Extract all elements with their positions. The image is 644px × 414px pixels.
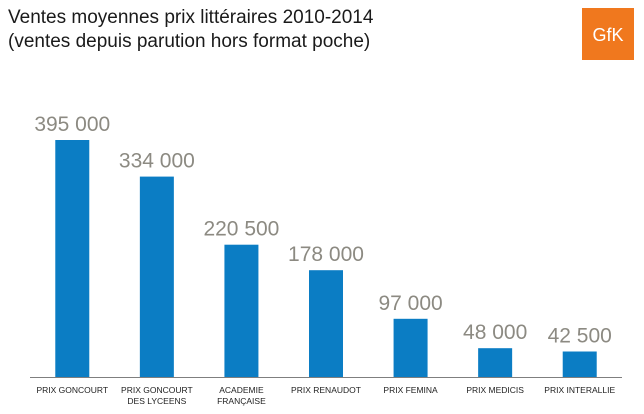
bar-5 [393, 318, 428, 377]
value-label-2: 334 000 [119, 150, 195, 173]
title-line-2: (ventes depuis parution hors format poch… [8, 31, 371, 52]
value-label-6: 48 000 [463, 321, 527, 344]
category-label-4: PRIX RENAUDOT [291, 385, 361, 395]
bar-6 [478, 348, 513, 377]
category-label-7: PRIX INTERALLIE [544, 385, 615, 395]
value-label-1: 395 000 [34, 113, 110, 136]
value-label-3: 220 500 [203, 218, 279, 241]
bar-2 [139, 176, 174, 377]
title-line-1: Ventes moyennes prix littéraires 2010-20… [8, 7, 374, 28]
category-label-3-line-2: FRANÇAISE [217, 396, 266, 406]
labels-layer: 395 000 PRIX GONCOURT 334 000 PRIX GONCOURT… [34, 113, 615, 406]
category-label-3-line-1: ACADEMIE [219, 385, 264, 395]
bar-7 [562, 351, 597, 377]
bar-4 [309, 270, 343, 377]
bars-layer [55, 140, 597, 377]
gfk-logo: GfK [582, 8, 634, 60]
chart-title: Ventes moyennes prix littéraires 2010-20… [8, 6, 373, 54]
bar-3 [224, 244, 259, 377]
value-label-4: 178 000 [288, 243, 364, 266]
category-label-6: PRIX MEDICIS [466, 385, 524, 395]
category-label-2-line-2: DES LYCEENS [127, 396, 186, 406]
value-label-7: 42 500 [548, 325, 612, 348]
category-label-5: PRIX FEMINA [383, 385, 438, 395]
bar-1 [55, 140, 90, 377]
gfk-logo-background [582, 8, 634, 60]
category-label-1: PRIX GONCOURT [36, 385, 108, 395]
gfk-logo-text: GfK [592, 25, 623, 45]
value-label-5: 97 000 [378, 292, 442, 315]
category-label-2-line-1: PRIX GONCOURT [121, 385, 193, 395]
